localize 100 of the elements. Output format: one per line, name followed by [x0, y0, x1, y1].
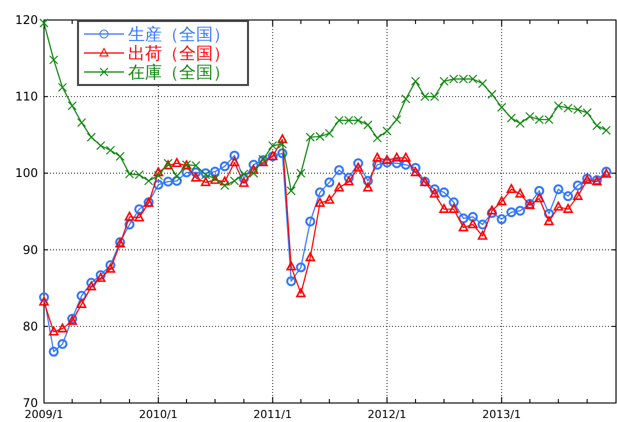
point — [334, 165, 344, 176]
point — [468, 212, 478, 222]
point — [286, 186, 296, 196]
point — [58, 82, 68, 92]
point — [248, 164, 258, 174]
point — [534, 193, 544, 202]
point — [106, 146, 115, 155]
point — [76, 298, 86, 308]
point — [154, 167, 164, 176]
point — [401, 152, 411, 162]
point — [278, 134, 288, 144]
point — [353, 158, 364, 168]
point — [448, 197, 459, 208]
point — [314, 187, 325, 198]
point — [296, 262, 306, 272]
point — [439, 187, 450, 198]
point — [230, 157, 240, 166]
x-tick-label: 2013/1 — [482, 408, 522, 421]
point — [563, 204, 573, 213]
point — [76, 290, 87, 301]
point — [86, 132, 96, 142]
point — [382, 154, 392, 164]
point — [172, 172, 182, 181]
point — [48, 326, 58, 336]
point — [68, 101, 77, 110]
point — [458, 213, 468, 224]
point — [286, 276, 296, 286]
point — [448, 204, 459, 213]
point — [153, 180, 164, 190]
point — [363, 182, 373, 192]
y-tick-label: 70 — [22, 396, 38, 410]
point — [382, 157, 392, 168]
point — [392, 152, 402, 162]
point — [334, 182, 344, 192]
point — [96, 272, 106, 282]
point — [220, 176, 230, 186]
point — [172, 158, 182, 168]
point — [239, 178, 249, 187]
point — [58, 323, 68, 332]
point — [116, 152, 125, 161]
point — [105, 260, 116, 270]
point — [363, 120, 372, 130]
point — [516, 118, 525, 128]
point — [353, 162, 363, 172]
point — [315, 198, 325, 207]
point — [410, 162, 421, 173]
point — [106, 264, 116, 273]
point — [124, 212, 134, 221]
point — [506, 184, 516, 194]
point — [277, 148, 288, 158]
point — [154, 170, 163, 180]
legend-label: 生産（全国） — [128, 25, 230, 45]
point — [96, 141, 106, 150]
point — [134, 204, 144, 214]
point — [496, 214, 507, 224]
point — [544, 216, 554, 226]
legend-label: 出荷（全国） — [128, 44, 230, 64]
point — [592, 121, 602, 130]
point — [478, 230, 488, 240]
point — [506, 207, 516, 218]
point — [534, 186, 544, 196]
point — [324, 177, 334, 188]
x-tick-label: 2011/1 — [253, 408, 292, 421]
point — [372, 160, 382, 170]
point — [487, 90, 496, 99]
point — [582, 108, 592, 118]
point — [57, 339, 68, 350]
point — [478, 79, 488, 88]
point — [506, 114, 516, 123]
point — [305, 252, 316, 262]
point — [248, 160, 259, 170]
point — [401, 94, 410, 104]
point — [410, 167, 420, 176]
point — [134, 212, 144, 222]
point — [572, 180, 583, 190]
x-tick-label: 2010/1 — [138, 408, 178, 421]
point — [554, 202, 564, 211]
point — [229, 150, 240, 161]
point — [458, 222, 468, 232]
point — [220, 180, 230, 190]
point — [382, 126, 392, 136]
point — [86, 278, 96, 288]
point — [230, 176, 240, 186]
point — [544, 208, 554, 219]
point — [496, 196, 506, 206]
legend-label: 在庫（全国） — [128, 63, 230, 83]
point — [344, 172, 354, 183]
point — [515, 188, 525, 198]
x-tick-label: 2012/1 — [368, 408, 406, 421]
point — [400, 160, 411, 170]
point — [487, 205, 497, 215]
y-tick-label: 110 — [15, 90, 38, 104]
point — [525, 112, 534, 122]
point — [210, 166, 220, 177]
point — [468, 219, 478, 228]
point — [238, 174, 249, 184]
point — [49, 55, 58, 64]
point — [190, 167, 201, 178]
point — [410, 76, 420, 86]
point — [362, 176, 373, 186]
